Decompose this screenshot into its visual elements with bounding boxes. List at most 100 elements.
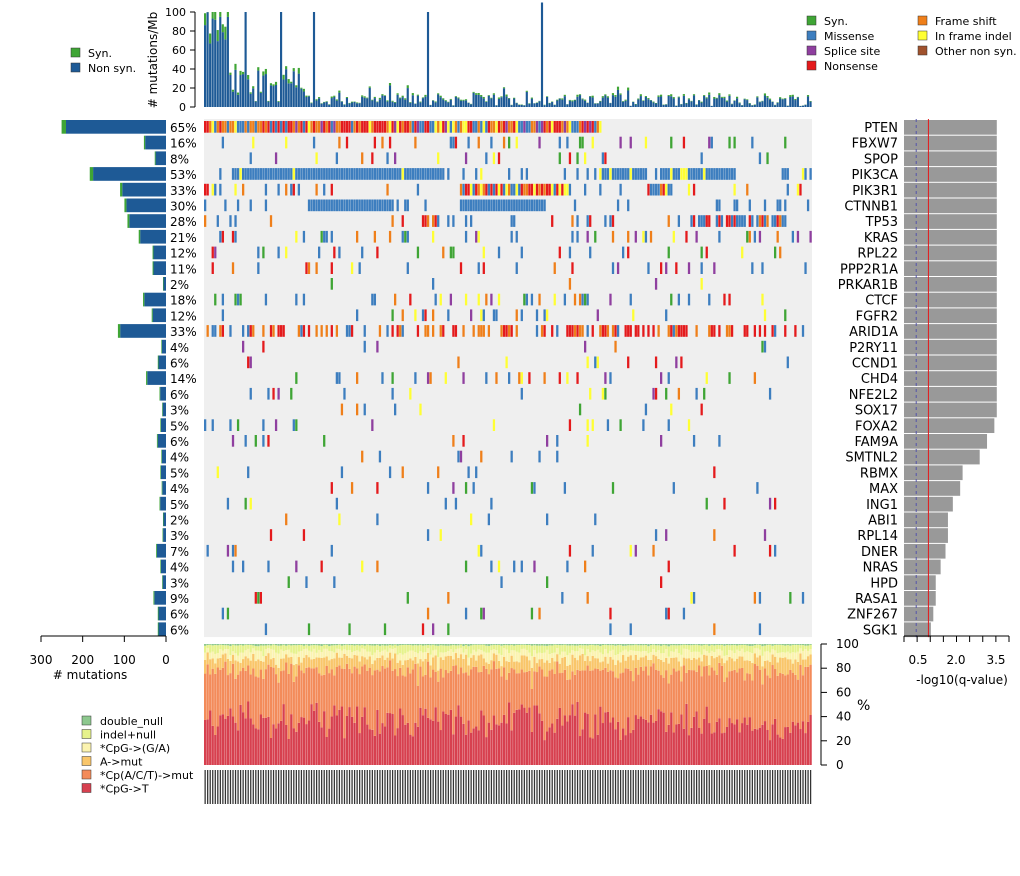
spectrum-bar xyxy=(485,645,488,653)
spectrum-bar xyxy=(348,657,351,669)
sample-label xyxy=(412,770,414,804)
mutation-cell xyxy=(553,183,556,196)
tmb-bar-nonsyn xyxy=(292,71,295,107)
spectrum-bar xyxy=(604,644,607,645)
mutation-cell xyxy=(297,325,301,337)
count-bar xyxy=(122,182,166,197)
mutation-cell xyxy=(264,168,268,180)
tmb-bar-syn xyxy=(333,95,336,97)
spectrum-bar xyxy=(632,650,635,661)
qvalue-bar xyxy=(904,543,946,559)
spectrum-bar xyxy=(589,737,592,765)
spectrum-bar xyxy=(728,645,731,651)
spectrum-bar xyxy=(601,644,605,646)
mutation-cell xyxy=(520,246,523,259)
tmb-bar-syn xyxy=(242,71,245,75)
mutation-cell xyxy=(616,325,620,337)
tmb-bar-syn xyxy=(784,98,787,99)
spectrum-bar xyxy=(779,644,782,653)
spectrum-bar xyxy=(487,652,491,664)
tmb-bar-syn xyxy=(231,89,235,92)
mutation-cell xyxy=(538,199,541,212)
mutation-cell xyxy=(622,246,625,259)
mutation-cell xyxy=(528,372,531,384)
spectrum-bar xyxy=(358,644,361,646)
spectrum-bar xyxy=(226,644,230,646)
mutation-cell xyxy=(247,121,250,133)
mutation-cell xyxy=(568,183,572,196)
tmb-bar-nonsyn xyxy=(368,87,371,107)
mutation-cell xyxy=(492,199,496,212)
mutation-cell xyxy=(333,576,336,588)
qvalue-bar xyxy=(904,229,997,245)
sample-label xyxy=(288,770,290,804)
spectrum-bar xyxy=(804,645,807,650)
mutation-cell xyxy=(705,372,708,384)
mutation-cell xyxy=(482,246,485,259)
spectrum-bar xyxy=(809,714,812,765)
mutation-cell xyxy=(470,215,473,227)
mutation-cell xyxy=(589,215,592,227)
spectrum-bar xyxy=(459,667,463,717)
tmb-bar-nonsyn xyxy=(700,102,703,107)
sample-label xyxy=(237,770,239,804)
spectrum-bar xyxy=(743,652,746,661)
sample-label xyxy=(475,770,477,804)
sample-label xyxy=(427,770,429,804)
spectrum-bar xyxy=(665,670,668,732)
spectrum-bar xyxy=(404,660,407,677)
spectrum-bar xyxy=(502,644,506,646)
sample-label xyxy=(749,770,751,804)
spectrum-bar xyxy=(619,652,622,663)
tmb-bar-nonsyn xyxy=(242,74,245,107)
mutation-cell xyxy=(406,592,409,604)
mutation-cell xyxy=(368,199,371,212)
tmb-bar-nonsyn xyxy=(409,102,412,107)
spectrum-bar xyxy=(414,652,417,657)
count-bar-syn xyxy=(61,120,66,134)
mutation-cell xyxy=(411,121,415,133)
spectrum-bar xyxy=(670,657,673,675)
row-percent: 3% xyxy=(170,576,189,590)
spectrum-bar xyxy=(766,651,769,661)
mutation-cell xyxy=(680,168,683,180)
spectrum-bar xyxy=(467,657,470,666)
spectrum-bar xyxy=(660,675,663,712)
spectrum-bar xyxy=(396,676,399,729)
mutation-cell xyxy=(660,435,663,447)
mutation-cell xyxy=(277,246,280,259)
spectrum-bar xyxy=(667,646,670,657)
mutation-cell xyxy=(343,168,346,180)
mutation-cell xyxy=(457,450,460,463)
spectrum-bar xyxy=(495,650,498,655)
spectrum-bar xyxy=(242,644,245,646)
sample-label xyxy=(214,770,216,804)
mutation-cell xyxy=(718,215,721,227)
spectrum-bar xyxy=(437,645,440,657)
mutation-cell xyxy=(763,215,767,227)
sample-label xyxy=(346,770,348,804)
mutation-cell xyxy=(586,293,589,306)
mutation-cell xyxy=(652,325,655,337)
mutation-cell xyxy=(660,262,663,274)
mutation-cell xyxy=(497,183,501,196)
mutation-cell xyxy=(383,623,387,636)
sample-label xyxy=(369,770,371,804)
mutation-cell xyxy=(687,419,691,431)
mutation-cell xyxy=(586,419,589,431)
sample-label xyxy=(521,770,523,804)
mutation-cell xyxy=(437,168,440,180)
spectrum-bar xyxy=(399,660,402,668)
tmb-y-tick-label: 80 xyxy=(172,25,186,38)
spectrum-bar xyxy=(236,645,240,656)
mutation-cell xyxy=(563,293,567,306)
spectrum-bar xyxy=(204,652,207,660)
mutation-cell xyxy=(665,183,668,196)
spectrum-bar xyxy=(416,663,420,686)
count-axis-tick-label: 200 xyxy=(71,653,94,667)
mutation-cell xyxy=(429,168,432,180)
spectrum-bar xyxy=(584,712,587,765)
spectrum-bar xyxy=(211,658,214,669)
spectrum-bar xyxy=(515,709,518,765)
mutation-cell xyxy=(508,183,511,196)
